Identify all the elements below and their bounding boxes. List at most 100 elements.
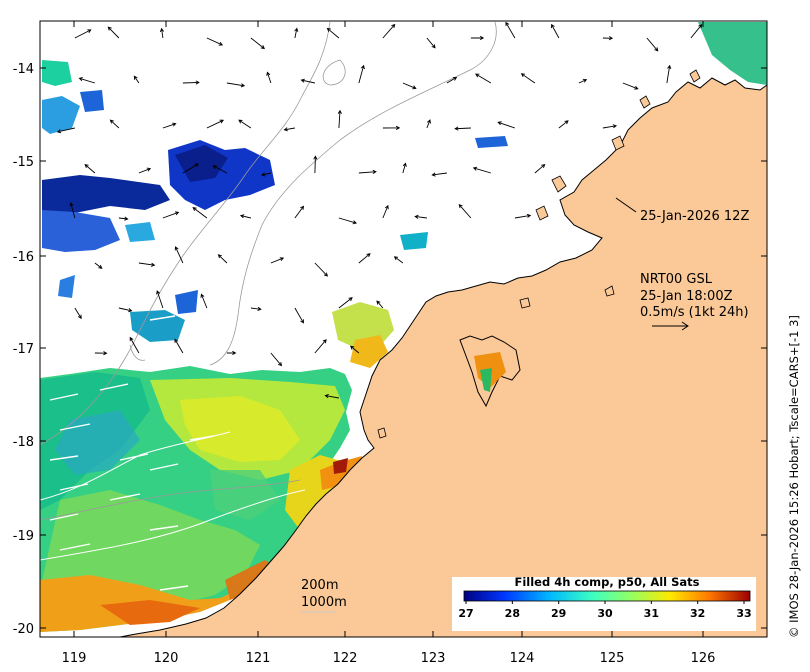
x-tick-label: 120 — [154, 651, 179, 666]
current-vector — [470, 35, 485, 41]
current-vector — [446, 77, 458, 84]
current-vector — [162, 211, 180, 219]
plot-frame — [39, 20, 768, 638]
current-vector — [294, 205, 305, 219]
current-vector — [226, 82, 246, 88]
current-vectors — [56, 21, 703, 399]
model-name-label: NRT00 GSL — [640, 272, 713, 287]
current-vector — [472, 166, 492, 174]
current-vector — [358, 253, 371, 264]
current-vector — [324, 394, 339, 399]
colorbar-tick-label: 28 — [505, 607, 520, 620]
x-tick-label: 122 — [333, 651, 358, 666]
current-vector — [393, 256, 404, 264]
current-vector — [350, 345, 360, 354]
swath-pointer-line — [615, 197, 637, 213]
current-vector — [578, 78, 588, 84]
current-vector — [505, 21, 516, 39]
current-vector — [250, 306, 262, 311]
y-tick-label: -16 — [13, 250, 34, 265]
current-vector — [497, 121, 516, 129]
scale-arrow — [652, 321, 689, 331]
current-vector — [192, 207, 208, 219]
islands — [377, 69, 701, 439]
y-tick-label: -14 — [13, 62, 34, 77]
current-vector — [69, 202, 76, 219]
current-vector — [294, 307, 304, 324]
colorbar-tick-label: 33 — [736, 607, 751, 620]
current-vector — [431, 172, 447, 177]
x-tick-label: 124 — [510, 651, 535, 666]
current-vector — [138, 167, 152, 174]
current-vector — [270, 257, 285, 264]
depth-contour-1000-label: 1000m — [301, 595, 347, 610]
y-tick-labels: -14 -15 -16 -17 -18 -19 -20 — [13, 62, 34, 637]
colorbar-title: Filled 4h comp, p50, All Sats — [515, 575, 700, 589]
current-vector — [74, 307, 82, 320]
x-tick-label: 119 — [62, 651, 87, 666]
current-vector — [358, 169, 377, 175]
x-tick-label: 126 — [691, 651, 716, 666]
current-vector — [338, 217, 358, 225]
current-vector — [414, 214, 427, 219]
depth-contour-200-label: 200m — [301, 578, 338, 593]
current-vector — [666, 64, 672, 84]
current-vector — [200, 293, 208, 309]
sst-cool-patches — [42, 60, 508, 342]
x-tick-label: 123 — [421, 651, 446, 666]
current-vector — [382, 23, 396, 39]
current-vector — [602, 36, 614, 41]
current-vector — [314, 339, 327, 354]
current-vector — [109, 119, 120, 129]
current-vector — [118, 216, 129, 221]
current-vector — [174, 338, 184, 354]
x-tick-label: 125 — [600, 651, 625, 666]
colorbar-gradient — [463, 590, 751, 602]
model-time-label: 25-Jan 18:00Z — [640, 289, 733, 304]
current-vector — [94, 262, 103, 269]
current-vector — [118, 307, 133, 313]
current-vectors-white — [49, 315, 215, 591]
current-vector — [294, 27, 299, 39]
current-vector — [426, 37, 436, 49]
current-vector — [206, 119, 225, 129]
sst-field — [40, 366, 372, 632]
current-vector — [162, 122, 177, 129]
current-vector — [313, 155, 318, 174]
y-tick-label: -17 — [13, 342, 34, 357]
current-vector — [337, 109, 342, 129]
current-vector — [182, 80, 200, 85]
current-vector — [159, 27, 165, 39]
current-vector — [458, 203, 472, 219]
current-vector — [551, 23, 560, 39]
current-vector — [217, 254, 228, 264]
current-vector — [270, 352, 283, 367]
current-vector — [475, 73, 492, 84]
current-vector — [514, 213, 532, 219]
current-vector — [622, 82, 639, 90]
current-vector — [402, 162, 407, 174]
colorbar-tick-label: 30 — [597, 607, 613, 620]
current-vector — [426, 119, 431, 129]
colorbar-tick-label: 29 — [551, 607, 566, 620]
credit-text: © IMOS 28-Jan-2026 15:26 Hobart; Tscale=… — [787, 315, 801, 638]
current-vector — [182, 163, 200, 174]
current-vector — [56, 127, 75, 134]
current-vector — [338, 297, 353, 309]
y-tick-label: -20 — [13, 622, 34, 637]
scale-label: 0.5m/s (1kt 24h) — [640, 305, 749, 320]
current-vector — [454, 126, 471, 131]
current-vector — [300, 78, 315, 84]
bathymetry-contours — [40, 21, 497, 521]
current-vector — [84, 164, 96, 174]
current-vector — [94, 351, 108, 356]
current-vector — [520, 73, 536, 84]
current-vector — [358, 64, 365, 84]
current-vector — [382, 125, 401, 130]
current-vector — [261, 172, 271, 177]
current-vector — [156, 290, 164, 309]
current-vector — [558, 120, 569, 129]
y-tick-label: -18 — [13, 435, 34, 450]
current-vector — [238, 119, 252, 129]
current-vector — [376, 300, 384, 309]
